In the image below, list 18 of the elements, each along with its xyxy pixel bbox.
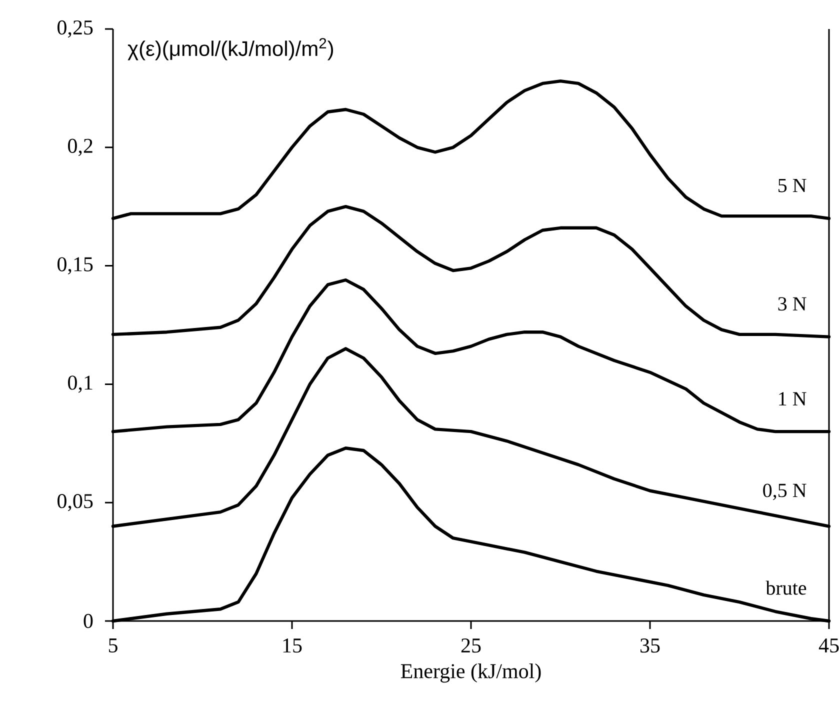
y-tick-label: 0,1 — [68, 376, 92, 393]
y-axis-title: χ(ε)(μmol/(kJ/mol)/m$^{2}$) — [128, 38, 334, 60]
series-label: 5 N — [778, 178, 806, 192]
x-tick-label: 15 — [283, 638, 302, 653]
y-tick-label: 0,15 — [58, 257, 93, 274]
y-tick-label: 0 — [84, 614, 93, 628]
x-tick-label: 35 — [640, 638, 660, 653]
y-tick-label: 0,25 — [58, 20, 93, 38]
x-axis-title: Energie (kJ/mol) — [400, 663, 541, 683]
series-label: 3 N — [778, 297, 806, 311]
series-label: 0,5 N — [763, 484, 806, 500]
x-tick-label: 25 — [461, 638, 481, 653]
y-tick-label: 0,2 — [68, 138, 92, 156]
x-tick-label: 5 — [108, 638, 118, 652]
x-tick-label: 45 — [818, 638, 839, 653]
series-label: 1 N — [779, 392, 806, 406]
y-tick-label: 0,05 — [58, 494, 93, 512]
series-label: brute — [766, 580, 806, 595]
